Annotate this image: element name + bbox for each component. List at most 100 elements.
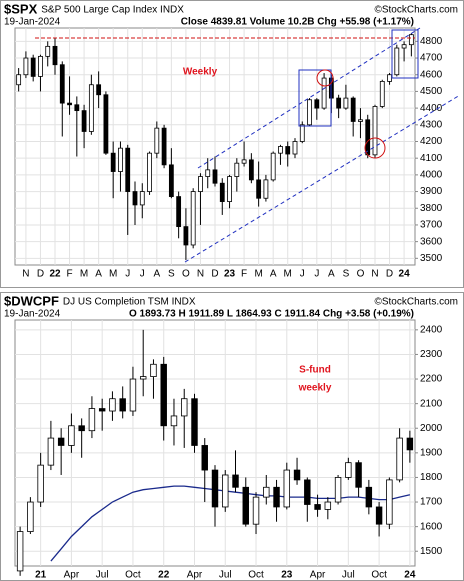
y-tick-label: 3700 (420, 220, 443, 231)
candle-body (375, 506, 383, 525)
symbol: $DWCPF (4, 293, 59, 308)
candle-body (139, 376, 147, 380)
candle-body (273, 486, 280, 508)
candle-body (396, 437, 403, 481)
candle-body (161, 127, 167, 166)
x-tick-label: N (371, 269, 378, 280)
y-tick-label: 4600 (420, 69, 443, 80)
x-tick-label: Apr (64, 570, 80, 581)
candle-body (38, 55, 43, 77)
candle-body (88, 84, 94, 132)
candle-body (201, 445, 208, 471)
candle-body (118, 147, 123, 172)
x-tick-label: Jul (96, 570, 109, 581)
candle-body (103, 94, 109, 154)
x-tick-label: J (140, 269, 145, 280)
candle-body (307, 99, 312, 126)
channel-line (184, 94, 461, 263)
x-tick-label: N (197, 269, 204, 280)
x-tick-label: J (300, 269, 305, 280)
candle-body (183, 226, 189, 246)
candle-body (219, 182, 225, 202)
candle-body (119, 398, 126, 412)
source: ©StockCharts.com (374, 5, 458, 16)
x-tick-label: 23 (281, 570, 293, 581)
x-tick-label: 24 (404, 570, 416, 581)
candle-body (176, 196, 182, 228)
candle-body (147, 152, 152, 192)
moving-average (50, 485, 411, 562)
x-tick-label: 22 (49, 269, 61, 280)
candle-body (343, 97, 349, 109)
y-tick-label: 1700 (420, 497, 443, 508)
candle-body (350, 97, 356, 122)
highlight-circle (364, 137, 386, 159)
candle-body (270, 152, 276, 181)
candle-body (23, 57, 29, 76)
channel-line (197, 27, 421, 169)
y-tick-label: 4000 (420, 170, 443, 181)
candle-body (154, 127, 160, 154)
x-tick-label: 23 (224, 269, 236, 280)
candle-body (406, 437, 414, 451)
candle-body (52, 45, 58, 66)
y-tick-label: 4500 (420, 86, 443, 97)
x-tick-label: 24 (399, 269, 411, 280)
x-tick-label: Apr (310, 570, 326, 581)
date: 19-Jan-2024 (4, 309, 61, 320)
x-tick-label: J (314, 269, 319, 280)
candle-body (355, 462, 362, 488)
date: 19-Jan-2024 (4, 17, 61, 28)
highlight-box (298, 69, 332, 127)
x-tick-label: F (241, 269, 247, 280)
candle-body (227, 176, 232, 202)
y-tick-label: 3900 (420, 186, 443, 197)
y-tick-label: 2000 (420, 423, 443, 434)
candle-body (386, 479, 393, 525)
x-tick-label: J (125, 269, 130, 280)
candle-body (232, 474, 239, 488)
y-tick-label: 3800 (420, 203, 443, 214)
candle-body (68, 425, 75, 446)
candle-body (336, 97, 342, 109)
candle-body (394, 47, 400, 76)
chart-title: DJ US Completion TSM INDX (63, 297, 196, 308)
candle-body (139, 191, 145, 206)
candle-body (324, 501, 332, 510)
candle-body (314, 99, 320, 109)
x-tick-label: A (95, 269, 102, 280)
candle-body (170, 415, 178, 427)
candle-body (345, 462, 352, 478)
source: ©StockCharts.com (374, 297, 458, 308)
x-tick-label: M (80, 269, 88, 280)
x-tick-label: 21 (35, 570, 47, 581)
highlight-box (391, 29, 419, 79)
candle-body (293, 469, 301, 481)
candle-body (181, 398, 188, 417)
candle-body (283, 469, 291, 508)
x-tick-label: O (182, 269, 190, 280)
candle-body (59, 64, 65, 104)
x-tick-label: O (357, 269, 365, 280)
annotation: weekly (298, 383, 332, 394)
y-tick-label: 2400 (420, 324, 443, 335)
x-tick-label: 22 (158, 570, 170, 581)
y-tick-label: 4100 (420, 153, 443, 164)
candle-body (372, 106, 378, 156)
annotation: S-fund (299, 365, 331, 376)
x-tick-label: Apr (187, 570, 203, 581)
candle-body (132, 191, 138, 206)
candle-body (129, 378, 137, 412)
candle-body (252, 496, 260, 525)
quote-info: Close 4839.81 Volume 10.2B Chg +55.98 (+… (181, 17, 414, 28)
x-tick-label: Oct (125, 570, 141, 581)
candle-body (198, 176, 203, 192)
candle-body (222, 474, 229, 508)
candle-body (299, 124, 305, 142)
candle-body (205, 169, 211, 177)
candle-body (88, 408, 96, 432)
candle-body (314, 504, 321, 510)
x-tick-label: S (168, 269, 175, 280)
x-tick-label: M (284, 269, 292, 280)
candle-body (67, 102, 72, 106)
